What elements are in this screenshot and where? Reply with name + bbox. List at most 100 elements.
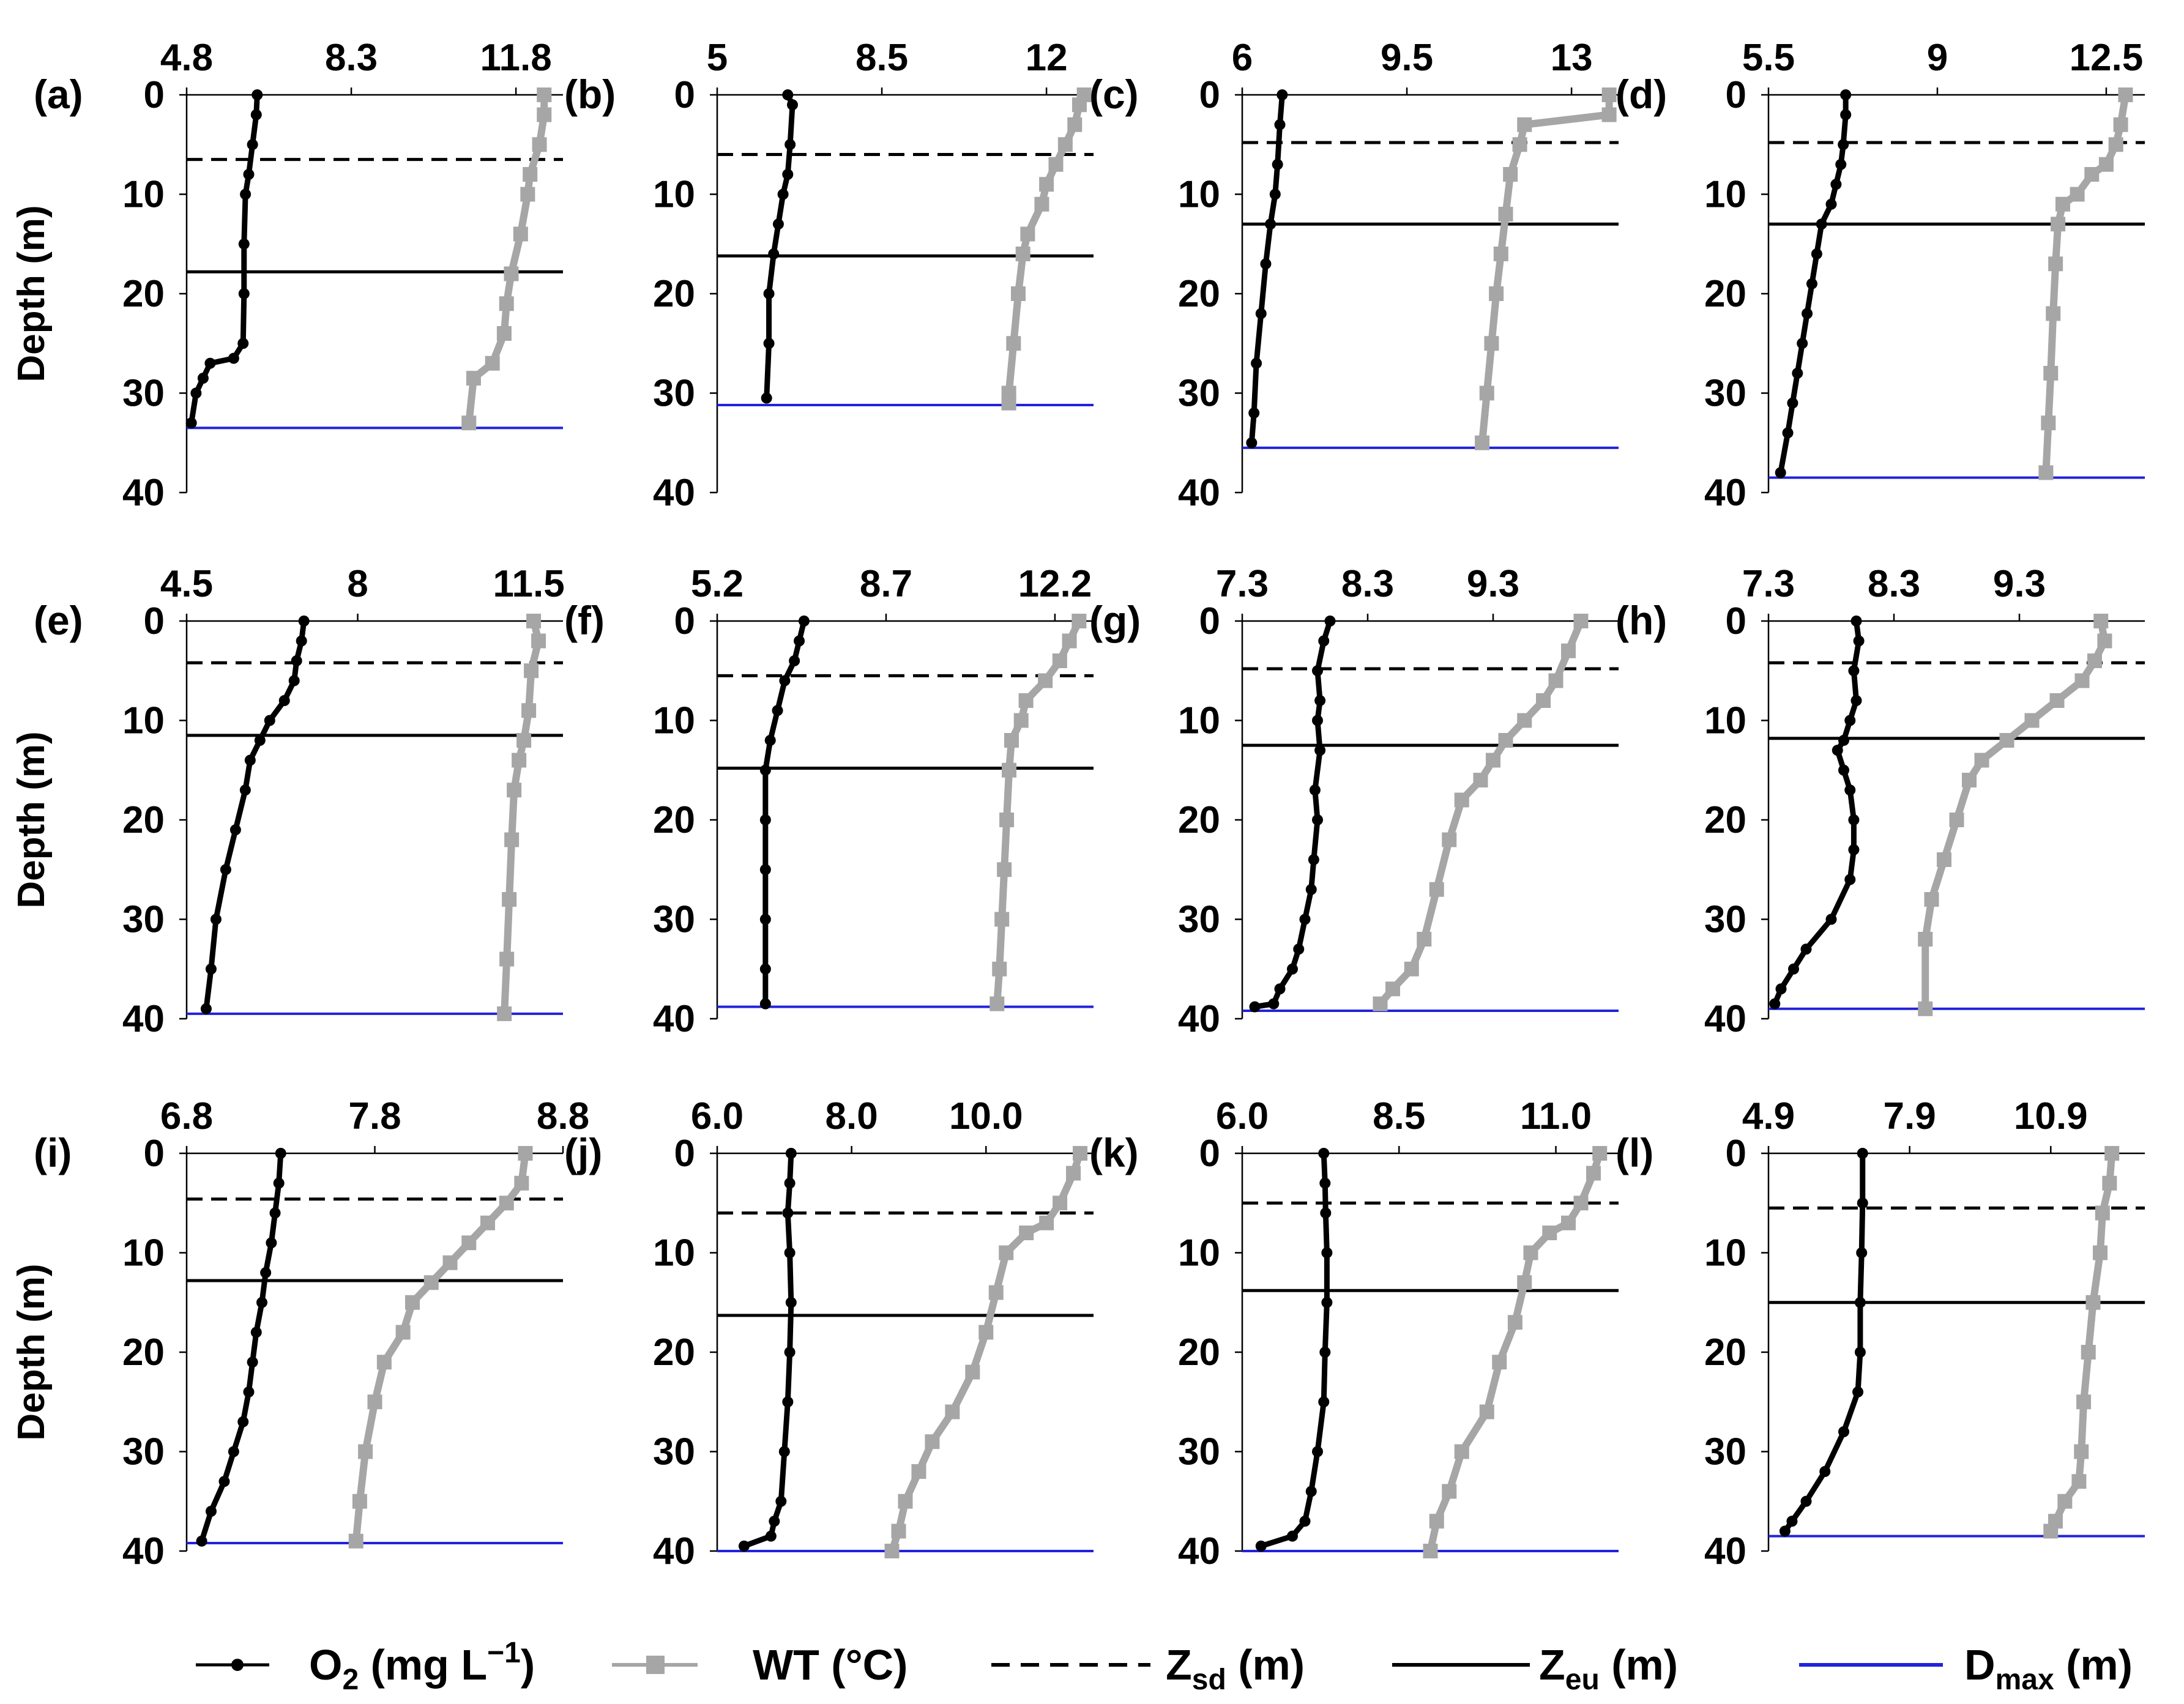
wt-point xyxy=(990,996,1005,1011)
o2-series-line xyxy=(199,1153,284,1542)
legend-wt-label: WT (°C) xyxy=(753,1641,908,1689)
x-tick-label: 7.3 xyxy=(1742,563,1795,605)
wt-point xyxy=(2092,1245,2108,1260)
o2-point xyxy=(1844,874,1856,885)
wt-point xyxy=(1498,207,1513,221)
o2-point xyxy=(275,1148,286,1159)
wt-point xyxy=(537,107,552,122)
o2-point xyxy=(1819,1466,1831,1477)
o2-point xyxy=(1314,745,1326,756)
o2-point xyxy=(1314,695,1326,706)
o2-point xyxy=(1255,1540,1267,1552)
wt-point xyxy=(1006,336,1021,351)
wt-point xyxy=(1034,196,1049,212)
o2-point xyxy=(1287,963,1298,975)
wt-point xyxy=(999,813,1015,827)
o2-point xyxy=(1321,1297,1333,1308)
wt-point xyxy=(2049,693,2065,708)
wt-point xyxy=(1385,981,1400,997)
legend: O2 (mg L−1) WT (°C) Zsd (m) Zeu (m) xyxy=(196,1637,2133,1696)
wt-point xyxy=(358,1444,373,1459)
o2-point xyxy=(787,99,798,111)
wt-point xyxy=(1503,167,1518,182)
y-tick-label: 0 xyxy=(1199,1133,1220,1175)
y-axis-title: Depth (m) xyxy=(10,205,53,382)
x-tick-label: 6.0 xyxy=(1216,1095,1269,1137)
o2-point xyxy=(1319,1347,1331,1358)
o2-point xyxy=(1838,735,1849,746)
y-tick-label: 20 xyxy=(1704,273,1746,315)
o2-series-line xyxy=(1254,620,1333,1010)
panel-label: (c) xyxy=(1089,72,1139,117)
x-tick-label: 8.5 xyxy=(1373,1095,1425,1137)
o2-point xyxy=(782,169,794,180)
wt-point xyxy=(499,1196,514,1211)
o2-point xyxy=(1274,119,1286,130)
wt-point xyxy=(352,1494,367,1509)
wt-point xyxy=(512,753,527,768)
o2-point xyxy=(238,238,250,250)
o2-point xyxy=(250,1326,262,1338)
o2-point xyxy=(1312,1446,1323,1457)
wt-point xyxy=(518,1146,533,1161)
wt-point xyxy=(524,663,539,679)
wt-point xyxy=(2098,157,2114,172)
wt-point xyxy=(2070,187,2085,202)
wt-point xyxy=(2055,196,2070,212)
wt-point xyxy=(1949,813,1964,827)
o2-point xyxy=(778,1446,790,1457)
x-tick-label: 12 xyxy=(1026,37,1068,79)
x-tick-label: 11.5 xyxy=(493,563,564,605)
x-tick-label: 5.5 xyxy=(1742,37,1795,79)
wt-point xyxy=(891,1524,906,1539)
wt-point xyxy=(376,1355,392,1370)
y-tick-label: 40 xyxy=(653,472,695,514)
o2-point xyxy=(1848,814,1860,825)
x-tick-label: 11.8 xyxy=(480,37,552,79)
x-tick-label: 8.3 xyxy=(1868,563,1920,605)
wt-point xyxy=(2076,1394,2092,1410)
wt-point xyxy=(911,1464,926,1479)
y-tick-label: 0 xyxy=(674,1133,695,1175)
o2-point xyxy=(200,1003,212,1014)
o2-point xyxy=(1848,844,1860,855)
o2-point xyxy=(1265,218,1276,230)
o2-point xyxy=(197,373,209,384)
o2-point xyxy=(247,139,258,151)
y-tick-label: 20 xyxy=(653,1331,695,1374)
y-tick-label: 40 xyxy=(122,998,165,1040)
o2-point xyxy=(1246,437,1258,448)
panels-group: 4.8 8.3 11.8 0 10 20 30 40 (a) Depth (m) 5 8.5 12 0 10… xyxy=(10,37,2145,1572)
y-tick-label: 40 xyxy=(1178,998,1220,1040)
wt-point xyxy=(521,703,537,718)
y-tick-label: 20 xyxy=(1704,799,1746,841)
y-tick-label: 20 xyxy=(122,799,165,841)
wt-point xyxy=(945,1404,960,1419)
y-tick-label: 30 xyxy=(653,373,695,415)
o2-point xyxy=(765,1530,777,1542)
wt-point xyxy=(2041,415,2056,431)
o2-point xyxy=(237,1416,249,1427)
wt-point xyxy=(898,1494,913,1509)
wt-point xyxy=(1073,1146,1088,1161)
o2-point xyxy=(1324,616,1336,627)
o2-point xyxy=(1844,715,1856,726)
y-tick-label: 40 xyxy=(1704,998,1746,1040)
wt-point xyxy=(2074,673,2090,688)
y-tick-label: 0 xyxy=(674,600,695,642)
wt-point xyxy=(1918,1001,1933,1016)
y-tick-label: 20 xyxy=(1704,1331,1746,1374)
wt-point xyxy=(1493,247,1508,261)
wt-point xyxy=(2113,117,2128,132)
wt-point xyxy=(504,266,519,281)
wt-point xyxy=(1479,385,1494,401)
o2-point xyxy=(238,288,250,299)
wt-point xyxy=(1999,733,2014,748)
o2-point xyxy=(1293,943,1305,955)
o2-point xyxy=(761,392,772,404)
y-tick-label: 30 xyxy=(1178,1431,1220,1473)
wt-point xyxy=(1586,1166,1601,1181)
wt-point xyxy=(1561,643,1576,658)
panel-label: (d) xyxy=(1616,72,1667,117)
o2-point xyxy=(763,338,775,349)
